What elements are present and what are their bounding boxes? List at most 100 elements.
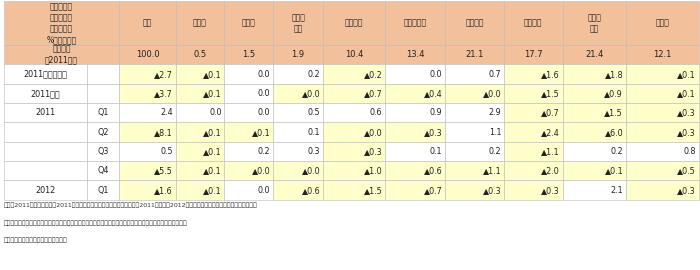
Text: ▲0.1: ▲0.1 [203, 166, 222, 175]
Bar [225, 1, 273, 45]
Text: Q1: Q1 [97, 186, 108, 195]
Text: ▲0.7: ▲0.7 [541, 108, 560, 117]
Text: ▲6.0: ▲6.0 [605, 128, 623, 137]
Text: ▲0.6: ▲0.6 [302, 186, 321, 195]
Text: ▲0.2: ▲0.2 [363, 70, 382, 79]
Bar [4, 45, 119, 65]
Bar [225, 103, 273, 123]
Text: ▲0.1: ▲0.1 [677, 70, 696, 79]
Text: 輸送用
機器: 輸送用 機器 [587, 13, 601, 33]
Bar [504, 84, 563, 103]
Text: 2011年度: 2011年度 [30, 89, 60, 98]
Text: ▲1.1: ▲1.1 [541, 147, 560, 156]
Bar [176, 161, 225, 180]
Text: ▲5.5: ▲5.5 [154, 166, 173, 175]
Text: 1.5: 1.5 [242, 50, 256, 59]
Text: Q3: Q3 [97, 147, 108, 156]
Text: 0.2: 0.2 [489, 147, 501, 156]
Text: 0.5: 0.5 [308, 108, 321, 117]
Bar [273, 142, 323, 161]
Bar [563, 142, 626, 161]
Text: ▲0.0: ▲0.0 [482, 89, 501, 98]
Text: 輸出構成
（2011年）: 輸出構成 （2011年） [45, 45, 78, 65]
Text: 資料：財務省「貿易統計」から作成。: 資料：財務省「貿易統計」から作成。 [4, 238, 67, 243]
Text: 前年比及び
前年同期比
《寄与度、
%ポイント》: 前年比及び 前年同期比 《寄与度、 %ポイント》 [46, 2, 76, 44]
Text: 0.2: 0.2 [308, 70, 321, 79]
Text: ▲0.4: ▲0.4 [424, 89, 442, 98]
Bar [176, 142, 225, 161]
Bar [323, 180, 385, 200]
Text: 0.1: 0.1 [308, 128, 321, 137]
Text: ▲0.0: ▲0.0 [302, 166, 321, 175]
Text: 0.3: 0.3 [308, 147, 321, 156]
Bar [445, 1, 504, 45]
Bar [626, 123, 699, 142]
Text: ▲3.7: ▲3.7 [154, 89, 173, 98]
Bar [273, 1, 323, 45]
Text: 0.6: 0.6 [370, 108, 382, 117]
Text: ▲2.0: ▲2.0 [541, 166, 560, 175]
Text: 0.0: 0.0 [258, 89, 270, 98]
Bar [563, 45, 626, 65]
Bar [119, 45, 176, 65]
Text: ▲8.1: ▲8.1 [154, 128, 173, 137]
Text: ▲0.9: ▲0.9 [605, 89, 623, 98]
Bar [119, 142, 176, 161]
Text: ▲0.3: ▲0.3 [424, 128, 442, 137]
Bar [385, 123, 445, 142]
Bar [4, 84, 87, 103]
Bar [504, 123, 563, 142]
Bar [273, 123, 323, 142]
Bar [323, 1, 385, 45]
Bar [273, 161, 323, 180]
Text: ▲0.3: ▲0.3 [677, 186, 696, 195]
Bar [445, 84, 504, 103]
Text: 2011: 2011 [35, 108, 55, 117]
Text: 原料品: 原料品 [241, 19, 255, 28]
Bar [385, 84, 445, 103]
Text: 0.0: 0.0 [258, 70, 270, 79]
Bar [87, 65, 119, 84]
Bar [626, 161, 699, 180]
Text: 2012: 2012 [35, 186, 55, 195]
Bar [176, 65, 225, 84]
Bar [504, 65, 563, 84]
Text: ▲1.1: ▲1.1 [482, 166, 501, 175]
Bar [563, 123, 626, 142]
Text: ▲0.1: ▲0.1 [203, 147, 222, 156]
Text: ▲1.6: ▲1.6 [541, 70, 560, 79]
Bar [445, 123, 504, 142]
Bar [563, 161, 626, 180]
Bar [176, 123, 225, 142]
Bar [323, 161, 385, 180]
Text: ▲0.1: ▲0.1 [677, 89, 696, 98]
Text: Q1: Q1 [97, 108, 108, 117]
Bar [4, 1, 119, 45]
Bar [563, 65, 626, 84]
Bar [87, 142, 119, 161]
Text: ▲0.1: ▲0.1 [203, 186, 222, 195]
Text: 2.1: 2.1 [610, 186, 623, 195]
Bar [119, 65, 176, 84]
Bar [626, 1, 699, 45]
Bar [273, 65, 323, 84]
Bar [4, 142, 87, 161]
Text: 2.4: 2.4 [160, 108, 173, 117]
Text: 0.0: 0.0 [209, 108, 222, 117]
Bar [176, 103, 225, 123]
Bar [626, 180, 699, 200]
Text: 原料別製品: 原料別製品 [404, 19, 427, 28]
Text: 備考：2011年（暦年）及び2011年各四半期の寄与度は確定値から作成。2011年度及び2012年第１四半期の寄与度は確報値から作成。: 備考：2011年（暦年）及び2011年各四半期の寄与度は確定値から作成。2011… [4, 202, 258, 208]
Bar [385, 103, 445, 123]
Text: 0.5: 0.5 [193, 50, 206, 59]
Bar [119, 123, 176, 142]
Text: 総額: 総額 [143, 19, 152, 28]
Bar [87, 84, 119, 103]
Bar [626, 142, 699, 161]
Bar [273, 84, 323, 103]
Text: ▲0.0: ▲0.0 [251, 166, 270, 175]
Bar [563, 84, 626, 103]
Bar [323, 142, 385, 161]
Bar [626, 65, 699, 84]
Bar [119, 103, 176, 123]
